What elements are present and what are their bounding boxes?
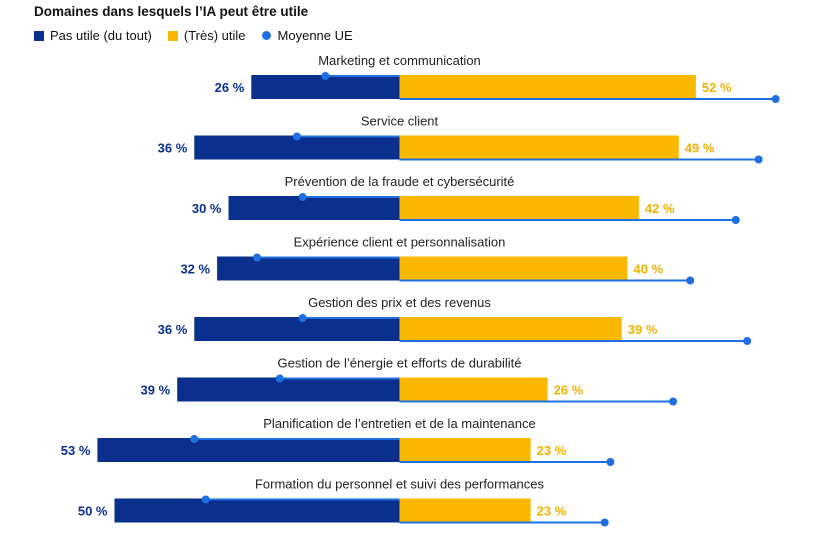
eu-average-dot-not-useful	[298, 193, 307, 201]
eu-average-dot-useful	[731, 216, 740, 224]
legend-swatch-not-useful	[34, 30, 44, 41]
category-label: Expérience client et personnalisation	[294, 235, 506, 250]
legend-label-eu-average: Moyenne UE	[277, 28, 353, 43]
bar-useful	[399, 135, 679, 160]
legend-label-useful: (Très) utile	[183, 28, 246, 43]
legend-label-not-useful: Pas utile (du tout)	[50, 28, 152, 43]
data-label-not-useful: 26 %	[215, 80, 245, 95]
data-label-not-useful: 39 %	[141, 383, 171, 398]
bar-not-useful	[228, 196, 400, 220]
category-label: Formation du personnel et suivi des perf…	[255, 477, 545, 492]
data-label-not-useful: 53 %	[61, 443, 91, 458]
bar-not-useful	[177, 377, 400, 402]
eu-average-dot-not-useful	[292, 132, 301, 141]
bar-useful	[399, 256, 628, 281]
bar-not-useful	[217, 256, 400, 281]
legend-dot-eu-average	[261, 31, 271, 40]
bar-useful	[399, 438, 531, 462]
legend-item-useful: (Très) utile	[167, 28, 246, 43]
data-label-useful: 23 %	[537, 504, 567, 519]
bar-useful	[399, 498, 531, 523]
chart-title: Domaines dans lesquels l’IA peut être ut…	[34, 4, 309, 19]
data-label-not-useful: 32 %	[180, 262, 210, 277]
data-label-not-useful: 30 %	[192, 201, 222, 216]
bar-not-useful	[194, 317, 400, 341]
eu-average-dot-not-useful	[253, 253, 261, 262]
eu-average-dot-not-useful	[275, 374, 284, 383]
category-label: Planification de l’entretien et de la ma…	[263, 416, 535, 431]
eu-average-dot-not-useful	[298, 314, 307, 322]
eu-average-dot-useful	[771, 95, 780, 103]
eu-average-dot-useful	[743, 337, 752, 345]
category-label: Service client	[361, 114, 439, 129]
bar-useful	[399, 75, 696, 99]
data-label-not-useful: 36 %	[158, 141, 188, 156]
data-label-useful: 42 %	[645, 201, 675, 216]
bar-not-useful	[97, 438, 400, 462]
eu-average-dot-useful	[600, 518, 609, 527]
eu-average-dot-not-useful	[201, 495, 210, 504]
category-label: Gestion de l’énergie et efforts de durab…	[277, 356, 521, 371]
legend-item-eu-average: Moyenne UE	[261, 28, 353, 43]
bar-not-useful	[114, 498, 400, 523]
data-label-useful: 39 %	[628, 322, 658, 337]
data-label-useful: 40 %	[634, 262, 664, 277]
category-label: Prévention de la fraude et cybersécurité	[285, 174, 515, 189]
data-label-useful: 23 %	[537, 443, 567, 458]
eu-average-dot-not-useful	[190, 435, 199, 443]
category-label: Gestion des prix et des revenus	[308, 295, 491, 310]
legend-swatch-useful	[167, 30, 178, 41]
eu-average-dot-not-useful	[321, 72, 330, 80]
data-label-not-useful: 36 %	[158, 322, 188, 337]
legend-item-not-useful: Pas utile (du tout)	[34, 28, 152, 43]
bar-useful	[399, 377, 548, 402]
data-label-useful: 49 %	[685, 141, 715, 156]
eu-average-dot-useful	[686, 276, 695, 285]
data-label-not-useful: 50 %	[78, 504, 108, 519]
eu-average-dot-useful	[669, 397, 678, 406]
data-label-useful: 26 %	[554, 383, 584, 398]
eu-average-dot-useful	[606, 458, 615, 466]
eu-average-dot-useful	[754, 155, 763, 164]
category-label: Marketing et communication	[318, 53, 481, 68]
data-label-useful: 52 %	[702, 80, 732, 95]
bar-useful	[399, 317, 622, 341]
chart-legend: Pas utile (du tout) (Très) utile Moyenne…	[34, 28, 369, 43]
bar-useful	[399, 196, 639, 220]
